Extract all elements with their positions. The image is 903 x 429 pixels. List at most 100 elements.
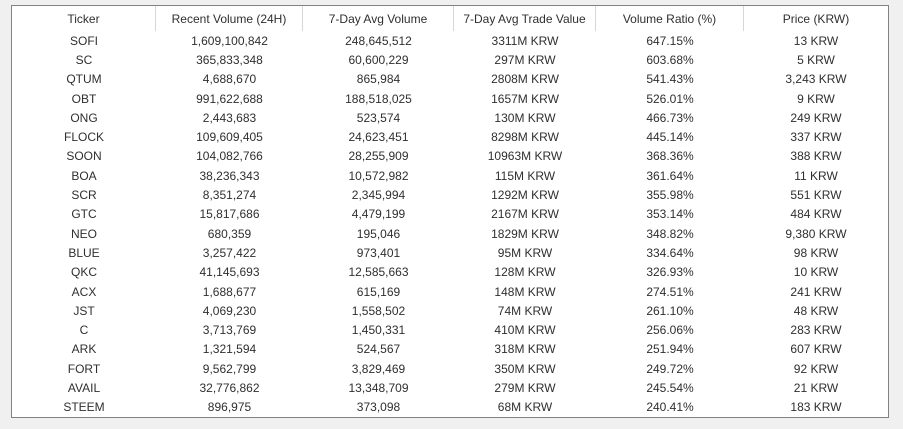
trade-value-cell: 8298M KRW — [491, 130, 559, 145]
trade-value-cell: 2808M KRW — [491, 72, 559, 87]
price-cell: 249 KRW — [790, 110, 842, 125]
volume-ratio-cell: 261.10% — [646, 303, 694, 318]
trade-value-cell: 1292M KRW — [491, 188, 559, 203]
table-row: SOON 104,082,766 28,255,909 10963M KRW 368.3… — [12, 147, 888, 166]
table-header-row: Ticker Recent Volume (24H) 7-Day Avg Volum… — [12, 6, 888, 31]
volume-ratio-cell: 240.41% — [646, 400, 694, 415]
trade-value-cell: 130M KRW — [494, 110, 556, 125]
avg-volume-cell: 4,479,199 — [351, 207, 406, 222]
table-row: SOFI 1,609,100,842 248,645,512 3311M KRW 647… — [12, 31, 888, 50]
trade-value-cell: 2167M KRW — [491, 207, 559, 222]
recent-volume-cell: 1,688,677 — [202, 284, 257, 299]
volume-ratio-cell: 256.06% — [646, 323, 694, 338]
trade-value-cell: 95M KRW — [497, 245, 553, 260]
trade-value-cell: 279M KRW — [494, 380, 556, 395]
volume-ratio-cell: 368.36% — [646, 149, 694, 164]
table-row: QKC 41,145,693 12,585,663 128M KRW 326.93% 10… — [12, 263, 888, 282]
avg-volume-cell: 615,169 — [356, 284, 401, 299]
trade-value-cell: 10963M KRW — [487, 149, 563, 164]
ticker-cell: C — [79, 323, 89, 338]
volume-ratio-cell: 603.68% — [646, 52, 694, 67]
volume-ratio-cell: 541.43% — [646, 72, 694, 87]
ticker-cell: JST — [73, 303, 95, 318]
avg-volume-cell: 973,401 — [356, 245, 401, 260]
price-cell: 11 KRW — [794, 168, 838, 183]
avg-volume-cell: 195,046 — [356, 226, 401, 241]
table-row: SC 365,833,348 60,600,229 297M KRW 603.68% 5 … — [12, 50, 888, 69]
volume-ratio-cell: 274.51% — [646, 284, 694, 299]
column-header-price: Price (KRW) — [782, 11, 850, 26]
recent-volume-cell: 38,236,343 — [199, 168, 260, 183]
table-row: STEEM 896,975 373,098 68M KRW 240.41% 183 KRW — [12, 398, 888, 417]
price-cell: 5 KRW — [797, 52, 835, 67]
table-row: ARK 1,321,594 524,567 318M KRW 251.94% 607 KR… — [12, 340, 888, 359]
volume-ratio-cell: 526.01% — [646, 91, 694, 106]
trade-value-cell: 74M KRW — [497, 303, 553, 318]
volume-ratio-cell: 251.94% — [646, 342, 694, 357]
trade-value-cell: 318M KRW — [494, 342, 556, 357]
recent-volume-cell: 104,082,766 — [196, 149, 263, 164]
table-row: BOA 38,236,343 10,572,982 115M KRW 361.64% 11… — [12, 166, 888, 185]
recent-volume-cell: 991,622,688 — [196, 91, 263, 106]
price-cell: 388 KRW — [790, 149, 842, 164]
recent-volume-cell: 109,609,405 — [196, 130, 263, 145]
volume-ratio-cell: 249.72% — [646, 361, 694, 376]
table-row: FLOCK 109,609,405 24,623,451 8298M KRW 445.1… — [12, 127, 888, 146]
price-cell: 3,243 KRW — [785, 72, 847, 87]
avg-volume-cell: 524,567 — [356, 342, 401, 357]
price-cell: 484 KRW — [790, 207, 842, 222]
recent-volume-cell: 4,688,670 — [202, 72, 257, 87]
table-row: C 3,713,769 1,450,331 410M KRW 256.06% 283 KR… — [12, 320, 888, 339]
trade-value-cell: 3311M KRW — [491, 33, 559, 48]
trade-value-cell: 410M KRW — [494, 323, 556, 338]
volume-ratio-cell: 326.93% — [646, 265, 694, 280]
ticker-cell: QKC — [70, 265, 97, 280]
ticker-cell: SOFI — [69, 33, 98, 48]
volume-ratio-cell: 647.15% — [646, 33, 694, 48]
price-cell: 10 KRW — [793, 265, 839, 280]
table-row: SCR 8,351,274 2,345,994 1292M KRW 355.98% 551… — [12, 185, 888, 204]
price-cell: 9 KRW — [797, 91, 835, 106]
avg-volume-cell: 3,829,469 — [351, 361, 406, 376]
price-cell: 92 KRW — [793, 361, 839, 376]
table-row: QTUM 4,688,670 865,984 2808M KRW 541.43% 3,24… — [12, 70, 888, 89]
avg-volume-cell: 12,585,663 — [348, 265, 409, 280]
ticker-cell: STEEM — [63, 400, 105, 415]
recent-volume-cell: 41,145,693 — [199, 265, 260, 280]
table-row: AVAIL 32,776,862 13,348,709 279M KRW 245.54%… — [12, 378, 888, 397]
ticker-cell: NEO — [70, 226, 97, 241]
avg-volume-cell: 24,623,451 — [348, 130, 409, 145]
ticker-cell: BLUE — [68, 245, 100, 260]
table-row: JST 4,069,230 1,558,502 74M KRW 261.10% 48 KR… — [12, 301, 888, 320]
ticker-cell: FORT — [67, 361, 101, 376]
ticker-cell: BOA — [71, 168, 97, 183]
price-cell: 48 KRW — [793, 303, 839, 318]
volume-ratio-cell: 355.98% — [646, 188, 694, 203]
volume-ratio-cell: 361.64% — [646, 168, 694, 183]
table-row: FORT 9,562,799 3,829,469 350M KRW 249.72% 92 … — [12, 359, 888, 378]
ticker-cell: ARK — [71, 342, 97, 357]
price-cell: 21 KRW — [793, 380, 839, 395]
price-cell: 551 KRW — [790, 188, 842, 203]
volume-ratio-cell: 334.64% — [646, 245, 694, 260]
recent-volume-cell: 896,975 — [207, 400, 252, 415]
column-header-volume-ratio: Volume Ratio (%) — [596, 6, 744, 31]
volume-ratio-cell: 466.73% — [646, 110, 694, 125]
avg-volume-cell: 865,984 — [356, 72, 401, 87]
avg-volume-cell: 1,450,331 — [351, 323, 406, 338]
table-row: OBT 991,622,688 188,518,025 1657M KRW 526.01… — [12, 89, 888, 108]
avg-volume-cell: 2,345,994 — [351, 188, 406, 203]
recent-volume-cell: 365,833,348 — [196, 52, 263, 67]
ticker-cell: QTUM — [66, 72, 102, 87]
avg-volume-cell: 248,645,512 — [345, 33, 412, 48]
price-cell: 13 KRW — [793, 33, 839, 48]
column-header-ticker: Ticker — [12, 6, 156, 31]
avg-volume-cell: 523,574 — [356, 110, 401, 125]
avg-volume-cell: 60,600,229 — [348, 52, 409, 67]
volume-ratio-cell: 445.14% — [646, 130, 694, 145]
price-cell: 283 KRW — [790, 323, 842, 338]
ticker-cell: SOON — [66, 149, 102, 164]
ticker-cell: ACX — [71, 284, 97, 299]
price-cell: 98 KRW — [793, 245, 839, 260]
recent-volume-cell: 15,817,686 — [199, 207, 260, 222]
